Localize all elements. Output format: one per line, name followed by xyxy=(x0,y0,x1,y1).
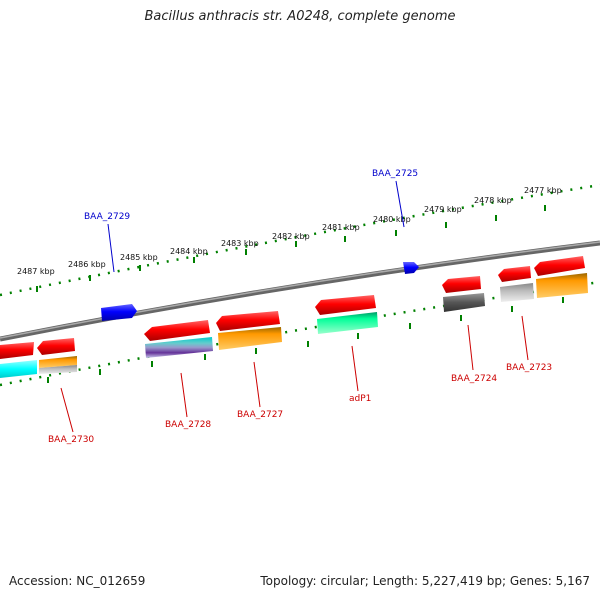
gene-baa2725-arrow[interactable] xyxy=(403,262,419,274)
cog-box xyxy=(145,337,213,358)
ruler-label: 2482 kbp xyxy=(272,232,310,241)
cog-box xyxy=(39,356,77,368)
gene-baa2728-arrow[interactable] xyxy=(144,320,210,341)
genome-backbone xyxy=(0,240,600,342)
gene-baa2729-arrow[interactable] xyxy=(101,304,137,321)
gene-label-baa2729[interactable]: BAA_2729 xyxy=(84,212,130,222)
ruler-label: 2481 kbp xyxy=(322,223,360,232)
gene-label-baa2724[interactable]: BAA_2724 xyxy=(451,374,497,384)
gene-adp1-arrow[interactable] xyxy=(315,295,376,315)
cog-box xyxy=(443,293,485,312)
gene-label-baa2728[interactable]: BAA_2728 xyxy=(165,420,211,430)
cog-box xyxy=(218,327,282,350)
ruler-label: 2480 kbp xyxy=(373,215,411,224)
cog-box xyxy=(0,360,37,378)
ruler-label: 2484 kbp xyxy=(170,247,208,256)
gene-baa2723-b-arrow[interactable] xyxy=(534,256,585,276)
map-title: Bacillus anthracis str. A0248, complete … xyxy=(144,9,456,24)
gene-baa2724-arrow[interactable] xyxy=(442,276,481,293)
gene-label-baa2727[interactable]: BAA_2727 xyxy=(237,410,283,420)
inner-ruler-ticks xyxy=(47,297,564,383)
gene-label-baa2730[interactable]: BAA_2730 xyxy=(48,435,94,445)
cog-box xyxy=(39,365,77,374)
gene-label-adp1[interactable]: adP1 xyxy=(349,394,371,404)
gene-label-baa2723[interactable]: BAA_2723 xyxy=(506,363,552,373)
gene-baa2723-a-arrow[interactable] xyxy=(498,266,531,282)
accession-text: Accession: NC_012659 xyxy=(9,574,146,588)
cog-box xyxy=(317,312,378,334)
ruler-label: 2486 kbp xyxy=(68,260,106,269)
gene-baa2730-b-arrow[interactable] xyxy=(37,338,75,355)
ruler-label: 2477 kbp xyxy=(524,186,562,195)
gene-baa2727-arrow[interactable] xyxy=(216,311,280,331)
ruler-label: 2478 kbp xyxy=(474,196,512,205)
cog-box xyxy=(500,283,534,302)
gene-label-baa2725[interactable]: BAA_2725 xyxy=(372,169,418,179)
ruler-label: 2483 kbp xyxy=(221,239,259,248)
outer-ruler-ticks xyxy=(36,205,546,292)
label-connectors xyxy=(60,180,529,433)
ruler-label: 2479 kbp xyxy=(424,205,462,214)
ruler-label: 2487 kbp xyxy=(17,267,55,276)
genome-summary-text: Topology: circular; Length: 5,227,419 bp… xyxy=(260,574,590,588)
ruler-label: 2485 kbp xyxy=(120,253,158,262)
gene-baa2730-a-arrow[interactable] xyxy=(0,342,34,359)
cog-box xyxy=(536,273,588,298)
